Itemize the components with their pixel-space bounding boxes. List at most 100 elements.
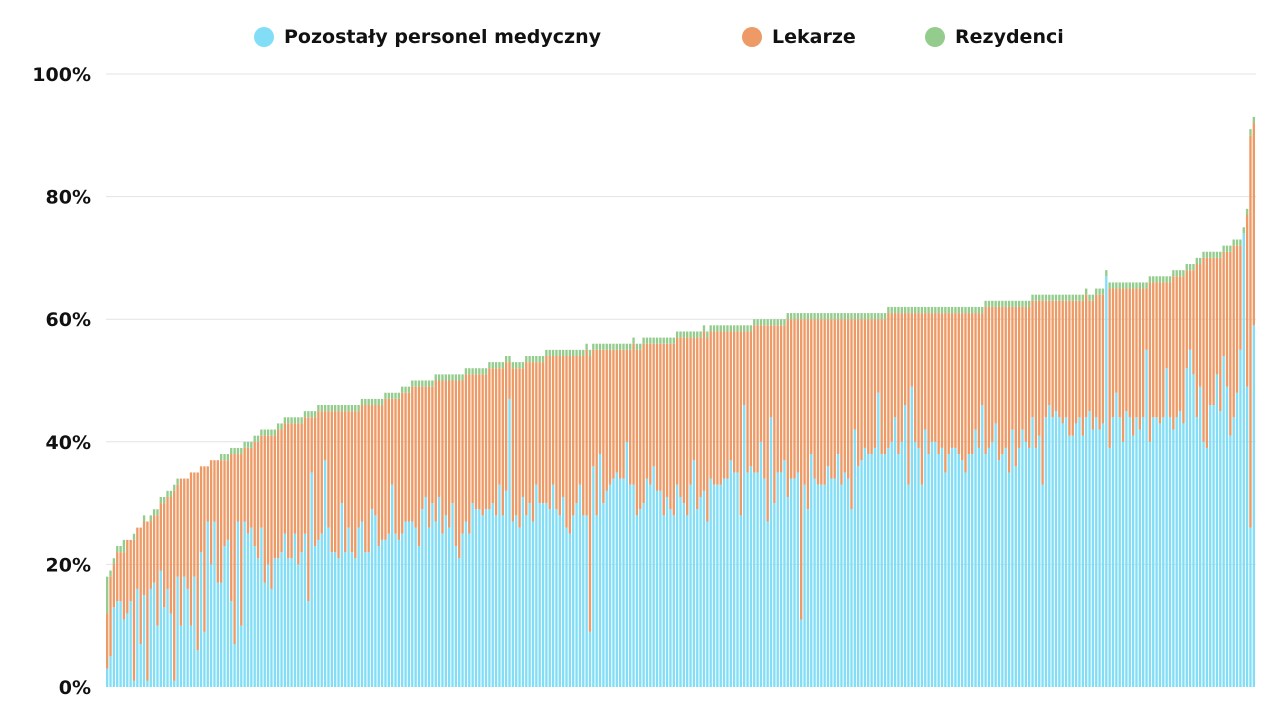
bar-segment-doctors bbox=[1138, 288, 1141, 430]
bar-segment-doctors bbox=[454, 380, 458, 547]
bar-segment-residents bbox=[950, 306, 954, 314]
bar-segment-residents bbox=[504, 355, 508, 363]
bar-segment-other-staff bbox=[1001, 454, 1004, 687]
bar-segment-residents bbox=[407, 386, 411, 393]
bar-segment-other-staff bbox=[1061, 423, 1064, 687]
bar-segment-other-staff bbox=[1058, 417, 1061, 687]
bar-segment-residents bbox=[404, 386, 407, 393]
bar-segment-residents bbox=[1091, 294, 1095, 301]
bar-segment-doctors bbox=[1205, 257, 1209, 448]
bar-segment-doctors bbox=[716, 331, 719, 485]
bar-segment-doctors bbox=[233, 454, 236, 645]
bar-segment-residents bbox=[1011, 300, 1014, 307]
bar-segment-other-staff bbox=[977, 447, 981, 687]
bar-segment-doctors bbox=[749, 331, 753, 467]
bar-segment-doctors bbox=[548, 355, 551, 510]
bar-segment-doctors bbox=[1212, 257, 1215, 406]
bar-segment-doctors bbox=[816, 319, 820, 485]
bar-segment-doctors bbox=[773, 325, 776, 504]
bar-segment-other-staff bbox=[867, 454, 870, 687]
bar-segment-doctors bbox=[347, 411, 350, 528]
bar-segment-doctors bbox=[1121, 288, 1125, 442]
bar-segment-residents bbox=[789, 313, 793, 320]
bar-segment-other-staff bbox=[960, 460, 964, 687]
bar-segment-doctors bbox=[1028, 306, 1031, 448]
bar-segment-residents bbox=[615, 343, 618, 350]
bar-segment-other-staff bbox=[880, 454, 883, 687]
bar-segment-doctors bbox=[893, 313, 897, 418]
bar-segment-residents bbox=[417, 380, 421, 387]
bar-segment-doctors bbox=[699, 337, 702, 497]
bar-segment-doctors bbox=[437, 380, 441, 497]
bar-segment-residents bbox=[870, 313, 873, 320]
bar-segment-residents bbox=[823, 313, 826, 320]
bar-segment-doctors bbox=[934, 313, 937, 442]
bar-segment-other-staff bbox=[290, 558, 293, 687]
bar-segment-residents bbox=[679, 331, 682, 338]
bar-segment-residents bbox=[843, 313, 846, 320]
bar-segment-other-staff bbox=[478, 509, 481, 687]
bar-segment-residents bbox=[1175, 270, 1178, 277]
bar-segment-doctors bbox=[1011, 306, 1014, 430]
bar-segment-doctors bbox=[447, 380, 451, 528]
bar-segment-residents bbox=[1178, 270, 1182, 277]
bar-segment-residents bbox=[833, 313, 836, 320]
bar-segment-doctors bbox=[793, 319, 796, 479]
bar-segment-residents bbox=[384, 392, 387, 399]
bar-segment-other-staff bbox=[451, 503, 454, 687]
bar-segment-residents bbox=[511, 362, 515, 369]
bar-segment-doctors bbox=[605, 349, 608, 491]
bar-segment-residents bbox=[132, 533, 136, 540]
bar-segment-doctors bbox=[253, 441, 256, 547]
bar-segment-residents bbox=[635, 343, 639, 350]
bar-segment-other-staff bbox=[1085, 417, 1088, 687]
bar-segment-doctors bbox=[531, 362, 535, 522]
bar-segment-residents bbox=[1098, 288, 1101, 295]
bar-segment-doctors bbox=[1017, 306, 1021, 448]
bar-segment-doctors bbox=[873, 319, 877, 448]
bar-segment-residents bbox=[1078, 294, 1081, 301]
bar-segment-doctors bbox=[374, 405, 377, 516]
bar-segment-other-staff bbox=[779, 472, 783, 687]
bar-segment-residents bbox=[521, 362, 525, 369]
bar-segment-residents bbox=[947, 306, 950, 314]
bar-segment-doctors bbox=[991, 306, 994, 442]
bar-segment-doctors bbox=[1048, 300, 1051, 406]
bar-segment-residents bbox=[424, 380, 427, 387]
bar-segment-doctors bbox=[947, 313, 950, 455]
bar-segment-doctors bbox=[639, 349, 642, 510]
bar-segment-residents bbox=[867, 313, 870, 320]
bar-segment-other-staff bbox=[726, 478, 729, 687]
bar-segment-residents bbox=[528, 355, 531, 363]
bar-segment-other-staff bbox=[266, 564, 270, 687]
bar-segment-other-staff bbox=[910, 386, 914, 687]
bar-segment-other-staff bbox=[280, 552, 283, 687]
bar-segment-other-staff bbox=[1188, 349, 1192, 687]
bar-segment-doctors bbox=[743, 331, 746, 406]
bar-segment-other-staff bbox=[447, 527, 451, 687]
bar-segment-residents bbox=[672, 337, 675, 344]
bar-segment-residents bbox=[873, 313, 877, 320]
bar-segment-other-staff bbox=[1158, 423, 1162, 687]
bar-segment-doctors bbox=[427, 386, 431, 528]
bar-segment-other-staff bbox=[1242, 233, 1245, 687]
bar-segment-doctors bbox=[112, 564, 116, 608]
bar-segment-doctors bbox=[1021, 306, 1024, 430]
bar-segment-other-staff bbox=[1178, 411, 1182, 687]
bar-segment-other-staff bbox=[344, 552, 347, 687]
bar-segment-residents bbox=[1152, 276, 1155, 283]
bar-segment-doctors bbox=[407, 392, 411, 522]
bar-segment-other-staff bbox=[843, 472, 846, 687]
bar-segment-other-staff bbox=[575, 503, 578, 687]
bar-segment-other-staff bbox=[236, 521, 240, 687]
bar-segment-other-staff bbox=[686, 515, 689, 687]
bar-segment-residents bbox=[109, 570, 112, 577]
bar-segment-other-staff bbox=[1131, 435, 1135, 687]
bar-segment-other-staff bbox=[612, 478, 615, 687]
bar-segment-other-staff bbox=[793, 478, 796, 687]
bar-segment-other-staff bbox=[1225, 386, 1229, 687]
bar-segment-residents bbox=[411, 380, 414, 387]
bar-segment-other-staff bbox=[850, 509, 853, 687]
bar-segment-doctors bbox=[367, 405, 370, 553]
bar-segment-doctors bbox=[263, 435, 266, 583]
